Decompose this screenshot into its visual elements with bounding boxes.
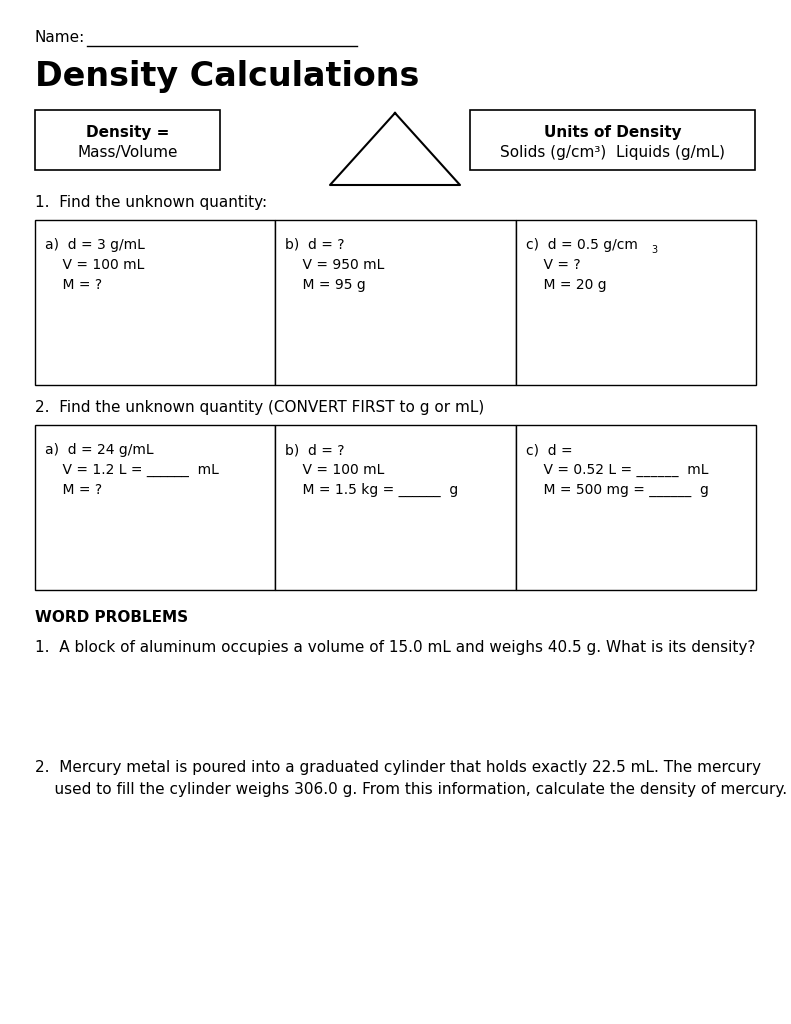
- Text: V = 0.52 L = ______  mL: V = 0.52 L = ______ mL: [526, 463, 708, 477]
- Text: V = ?: V = ?: [526, 258, 581, 272]
- Text: Solids (g/cm³)  Liquids (g/mL): Solids (g/cm³) Liquids (g/mL): [500, 144, 725, 160]
- Text: M = 1.5 kg = ______  g: M = 1.5 kg = ______ g: [286, 483, 459, 497]
- Text: Units of Density: Units of Density: [543, 125, 681, 139]
- FancyBboxPatch shape: [35, 425, 275, 590]
- Text: M = ?: M = ?: [45, 483, 102, 497]
- Text: b)  d = ?: b) d = ?: [286, 443, 345, 457]
- Text: a)  d = 24 g/mL: a) d = 24 g/mL: [45, 443, 153, 457]
- Text: c)  d =: c) d =: [526, 443, 573, 457]
- Text: 3: 3: [652, 245, 658, 255]
- Text: V = 100 mL: V = 100 mL: [45, 258, 145, 272]
- Text: c)  d = 0.5 g/cm: c) d = 0.5 g/cm: [526, 238, 638, 252]
- FancyBboxPatch shape: [275, 220, 516, 385]
- Text: V = 950 mL: V = 950 mL: [286, 258, 384, 272]
- Text: Mass/Volume: Mass/Volume: [78, 144, 178, 160]
- Text: used to fill the cylinder weighs 306.0 g. From this information, calculate the d: used to fill the cylinder weighs 306.0 g…: [35, 782, 787, 797]
- Text: 2.  Mercury metal is poured into a graduated cylinder that holds exactly 22.5 mL: 2. Mercury metal is poured into a gradua…: [35, 760, 761, 775]
- Text: M = 500 mg = ______  g: M = 500 mg = ______ g: [526, 483, 709, 497]
- Text: b)  d = ?: b) d = ?: [286, 238, 345, 252]
- Text: Density Calculations: Density Calculations: [35, 60, 419, 93]
- Text: 2.  Find the unknown quantity (CONVERT FIRST to g or mL): 2. Find the unknown quantity (CONVERT FI…: [35, 400, 484, 415]
- Text: V = 100 mL: V = 100 mL: [286, 463, 384, 477]
- Text: a)  d = 3 g/mL: a) d = 3 g/mL: [45, 238, 145, 252]
- Text: M = ?: M = ?: [45, 278, 102, 292]
- Text: 1.  Find the unknown quantity:: 1. Find the unknown quantity:: [35, 195, 267, 210]
- Text: Name:: Name:: [35, 30, 85, 45]
- Text: WORD PROBLEMS: WORD PROBLEMS: [35, 610, 188, 625]
- Text: 1.  A block of aluminum occupies a volume of 15.0 mL and weighs 40.5 g. What is : 1. A block of aluminum occupies a volume…: [35, 640, 755, 655]
- Text: M = 20 g: M = 20 g: [526, 278, 606, 292]
- FancyBboxPatch shape: [275, 425, 516, 590]
- Text: Density =: Density =: [85, 125, 169, 139]
- FancyBboxPatch shape: [516, 220, 756, 385]
- Text: V = 1.2 L = ______  mL: V = 1.2 L = ______ mL: [45, 463, 219, 477]
- FancyBboxPatch shape: [516, 425, 756, 590]
- Text: M = 95 g: M = 95 g: [286, 278, 366, 292]
- FancyBboxPatch shape: [35, 110, 220, 170]
- FancyBboxPatch shape: [35, 220, 275, 385]
- FancyBboxPatch shape: [470, 110, 755, 170]
